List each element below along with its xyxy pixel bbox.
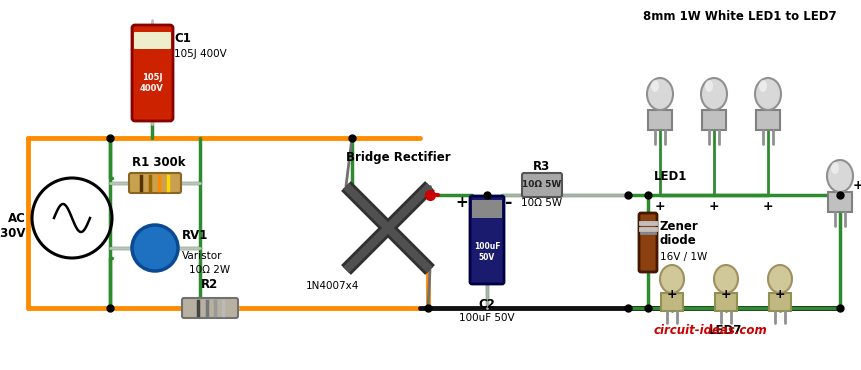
Circle shape [132,225,177,271]
Text: +: + [666,287,677,300]
FancyBboxPatch shape [660,293,682,311]
Ellipse shape [704,80,712,92]
Text: R2: R2 [201,278,219,290]
FancyBboxPatch shape [768,293,790,311]
Text: 8mm 1W White LED1 to LED7: 8mm 1W White LED1 to LED7 [642,10,836,23]
Ellipse shape [754,78,780,110]
Text: +: + [852,179,861,192]
Ellipse shape [826,160,852,192]
Ellipse shape [660,265,684,293]
Ellipse shape [759,80,766,92]
FancyBboxPatch shape [182,298,238,318]
Text: RV1: RV1 [182,229,208,242]
Ellipse shape [647,78,672,110]
Text: 10Ω 2W: 10Ω 2W [189,265,230,275]
Text: +: + [653,201,665,213]
Text: 105J
400V: 105J 400V [139,73,164,93]
FancyBboxPatch shape [755,110,779,130]
Text: +: + [455,195,468,211]
FancyBboxPatch shape [132,25,173,121]
Text: R3: R3 [533,161,550,174]
FancyBboxPatch shape [469,196,504,284]
Text: 10Ω 5W: 10Ω 5W [522,181,561,189]
Ellipse shape [767,265,791,293]
Ellipse shape [700,78,726,110]
Text: Bridge Rectifier: Bridge Rectifier [345,151,449,165]
FancyBboxPatch shape [133,32,170,49]
Text: -: - [505,194,512,212]
FancyBboxPatch shape [647,110,672,130]
FancyBboxPatch shape [472,200,501,218]
Text: C2: C2 [478,297,495,310]
Text: +: + [774,287,784,300]
FancyBboxPatch shape [129,173,181,193]
Text: 100uF 50V: 100uF 50V [459,313,514,323]
Text: diode: diode [660,235,696,248]
Text: 16V / 1W: 16V / 1W [660,252,706,262]
Text: Zener: Zener [660,221,698,233]
FancyBboxPatch shape [522,173,561,197]
FancyBboxPatch shape [714,293,736,311]
FancyBboxPatch shape [827,192,851,212]
Text: AC
230V: AC 230V [0,212,26,240]
Text: 105J 400V: 105J 400V [174,49,226,59]
Text: circuit-ideas.com: circuit-ideas.com [653,323,766,336]
FancyBboxPatch shape [701,110,725,130]
Text: 1N4007x4: 1N4007x4 [306,281,359,291]
Ellipse shape [713,265,737,293]
Text: +: + [720,287,730,300]
Text: +: + [708,201,718,213]
Text: LED7: LED7 [709,323,742,336]
Ellipse shape [650,80,659,92]
Text: 100uF
50V: 100uF 50V [474,242,499,262]
Text: C1: C1 [174,31,190,44]
Text: R1 300k: R1 300k [132,157,185,169]
Text: 10Ω 5W: 10Ω 5W [521,198,562,208]
FancyBboxPatch shape [638,213,656,272]
Text: +: + [762,201,772,213]
Text: Varistor: Varistor [182,251,222,261]
Text: LED1: LED1 [653,171,686,184]
Ellipse shape [830,162,838,174]
